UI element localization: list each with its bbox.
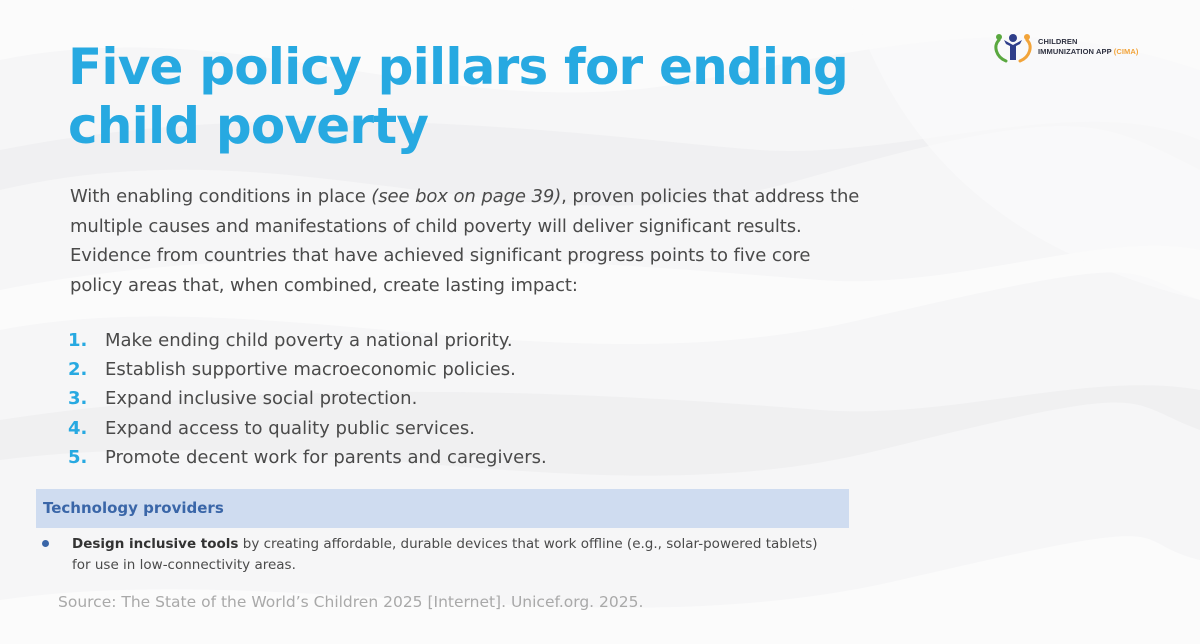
pillar-number: 2.	[68, 359, 88, 381]
intro-paragraph: With enabling conditions in place (see b…	[70, 182, 860, 300]
page-title: Five policy pillars for ending child pov…	[68, 38, 849, 155]
pillar-number: 1.	[68, 330, 88, 352]
technology-item-body: by creating affordable, durable devices …	[72, 536, 818, 573]
source-citation: Source: The State of the World’s Childre…	[58, 593, 644, 611]
technology-providers-header: Technology providers	[36, 489, 849, 528]
pillar-item: 2. Establish supportive macroeconomic pol…	[68, 355, 547, 384]
children-figure-heart-icon	[994, 34, 1032, 63]
technology-item-text: Design inclusive tools by creating affor…	[72, 534, 832, 576]
pillar-number: 3.	[68, 388, 88, 410]
pillar-text: Expand access to quality public services…	[105, 417, 475, 439]
pillar-text: Expand inclusive social protection.	[105, 388, 418, 410]
pillar-text: Promote decent work for parents and care…	[105, 446, 547, 468]
pillar-item: 4. Expand access to quality public servic…	[68, 414, 547, 443]
pillar-text: Make ending child poverty a national pri…	[105, 330, 513, 352]
pillar-item: 1. Make ending child poverty a national p…	[68, 326, 547, 355]
pillar-item: 5. Promote decent work for parents and ca…	[68, 443, 547, 472]
intro-text-before: With enabling conditions in place	[70, 186, 372, 207]
intro-text-after: , proven policies that address the multi…	[70, 186, 860, 296]
intro-page-reference: (see box on page 39)	[371, 186, 562, 207]
bullet-icon	[42, 540, 49, 547]
cima-logo: CHILDREN IMMUNIZATION APP (CIMA)	[990, 30, 1139, 64]
technology-item-bold: Design inclusive tools	[72, 536, 239, 552]
logo-line-1: CHILDREN	[1038, 37, 1078, 46]
pillar-text: Establish supportive macroeconomic polic…	[105, 359, 516, 381]
logo-line-2: IMMUNIZATION APP	[1038, 47, 1112, 56]
policy-pillars-list: 1. Make ending child poverty a national p…	[68, 326, 547, 472]
logo-line-2-accent: (CIMA)	[1113, 47, 1139, 56]
pillar-number: 4.	[68, 417, 88, 439]
technology-providers-title: Technology providers	[43, 499, 224, 517]
pillar-item: 3. Expand inclusive social protection.	[68, 384, 547, 413]
pillar-number: 5.	[68, 446, 88, 468]
